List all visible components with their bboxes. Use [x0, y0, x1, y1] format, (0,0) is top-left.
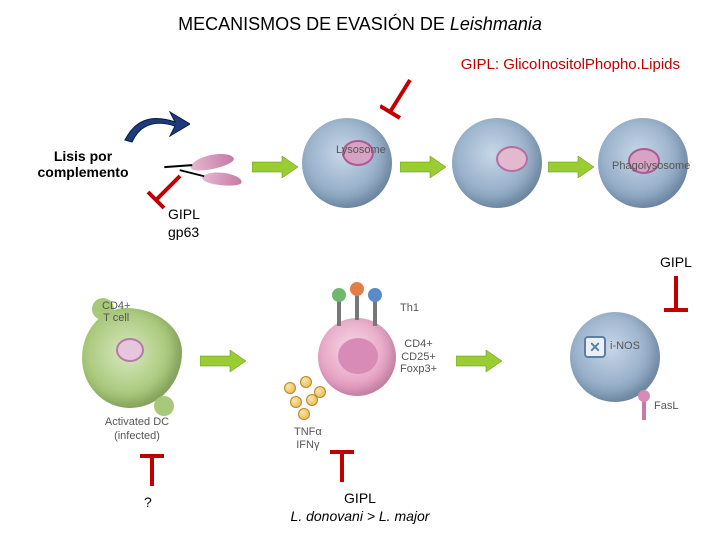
activated-dc-label-2: (infected) [92, 430, 182, 442]
macrophage-icon [570, 312, 660, 402]
dendritic-cell-icon [82, 308, 182, 408]
cytokines-label: TNFα IFNγ [294, 426, 322, 451]
phagolysosome-label: Phagolysosome [612, 160, 690, 172]
tcell-markers-label: CD4+ CD25+ Foxp3+ [400, 338, 437, 376]
inhibition-icon [328, 448, 356, 491]
promastigote-icon [202, 171, 243, 188]
arrow-icon [456, 350, 502, 372]
inhibition-icon [138, 452, 166, 495]
arrow-icon [548, 156, 594, 178]
activated-dc-label-1: Activated DC [92, 416, 182, 428]
fasl-icon [636, 396, 652, 420]
curve-arrow-icon [120, 110, 190, 150]
arrow-icon [400, 156, 446, 178]
inos-label: i-NOS [610, 340, 640, 352]
gipl-gp63-label-1: GIPL [168, 206, 200, 222]
gipl-gp63-label-2: gp63 [168, 224, 199, 240]
arrow-icon [252, 156, 298, 178]
lysosome-label: Lysosome [336, 144, 386, 156]
receptor-icon [332, 288, 346, 326]
th1-label: Th1 [400, 302, 419, 314]
inhibition-icon [662, 276, 690, 323]
tcell-icon [318, 318, 396, 396]
receptor-icon [350, 282, 364, 320]
receptor-icon [368, 288, 382, 326]
page-title: MECANISMOS DE EVASIÓN DE Leishmania [0, 14, 720, 35]
macrophage-icon [302, 118, 392, 208]
title-prefix: MECANISMOS DE EVASIÓN DE [178, 14, 450, 34]
cytokine-cluster-icon [280, 376, 328, 424]
lisis-label: Lisis por complemento [28, 148, 138, 180]
promastigote-icon [189, 151, 235, 174]
cd4-tcell-label: CD4+ T cell [102, 300, 130, 324]
gipl-right-label: GIPL [660, 254, 692, 270]
inhibition-icon [380, 78, 420, 127]
gipl-definition: GIPL: GlicoInositolPhopho.Lipids [461, 56, 680, 73]
fasl-label: FasL [654, 400, 678, 412]
species-compare-label: L. donovani > L. major [240, 508, 480, 524]
macrophage-icon [452, 118, 542, 208]
gipl-bottom-label: GIPL [300, 490, 420, 506]
arrow-icon [200, 350, 246, 372]
title-species: Leishmania [450, 14, 542, 34]
question-label: ? [144, 494, 152, 510]
no-box-icon: ✕ [584, 336, 606, 358]
